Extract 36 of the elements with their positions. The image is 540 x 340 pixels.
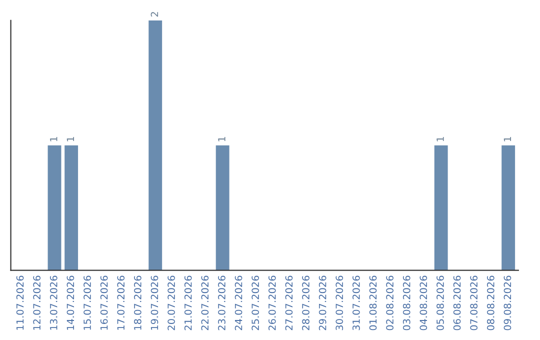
x-tick-label: 25.07.2026 <box>252 276 260 330</box>
data-label: 1 <box>436 136 444 142</box>
x-tick-label: 22.07.2026 <box>201 276 209 330</box>
data-label: 1 <box>66 136 74 142</box>
x-tick-label: 30.07.2026 <box>336 276 344 330</box>
x-tick-label: 04.08.2026 <box>420 276 428 330</box>
x-tick-label: 31.07.2026 <box>352 276 360 330</box>
data-label: 1 <box>504 136 511 142</box>
x-tick-label: 21.07.2026 <box>184 276 192 330</box>
x-tick-label: 06.08.2026 <box>453 276 461 330</box>
x-tick-label: 26.07.2026 <box>268 276 276 330</box>
x-tick-label: 08.08.2026 <box>486 276 494 330</box>
x-tick-label: 17.07.2026 <box>117 276 125 330</box>
x-tick-label: 28.07.2026 <box>302 276 310 330</box>
x-tick-label: 05.08.2026 <box>436 276 444 330</box>
data-label: 1 <box>218 136 226 142</box>
x-tick-label: 07.08.2026 <box>470 276 478 330</box>
x-tick-label: 23.07.2026 <box>218 276 226 330</box>
x-tick-label: 29.07.2026 <box>318 276 326 330</box>
x-tick-label: 12.07.2026 <box>33 276 41 330</box>
x-tick-label: 15.07.2026 <box>84 276 91 330</box>
x-tick-label: 14.07.2026 <box>66 276 74 330</box>
x-tick-label: 24.07.2026 <box>234 276 242 330</box>
x-tick-label: 13.07.2026 <box>50 276 58 330</box>
x-tick-label: 11.07.2026 <box>16 276 24 330</box>
x-tick-label: 16.07.2026 <box>100 276 108 330</box>
data-label: 1 <box>50 136 58 142</box>
x-tick-label: 20.07.2026 <box>168 276 175 330</box>
x-tick-label: 01.08.2026 <box>369 276 377 330</box>
x-tick-label: 19.07.2026 <box>150 276 158 330</box>
x-tick-label: 18.07.2026 <box>134 276 142 330</box>
x-tick-label: 09.08.2026 <box>504 276 512 330</box>
data-label: 2 <box>150 12 158 17</box>
x-tick-label: 03.08.2026 <box>402 276 410 330</box>
x-tick-label: 27.07.2026 <box>285 276 293 330</box>
x-tick-label: 02.08.2026 <box>386 276 394 330</box>
